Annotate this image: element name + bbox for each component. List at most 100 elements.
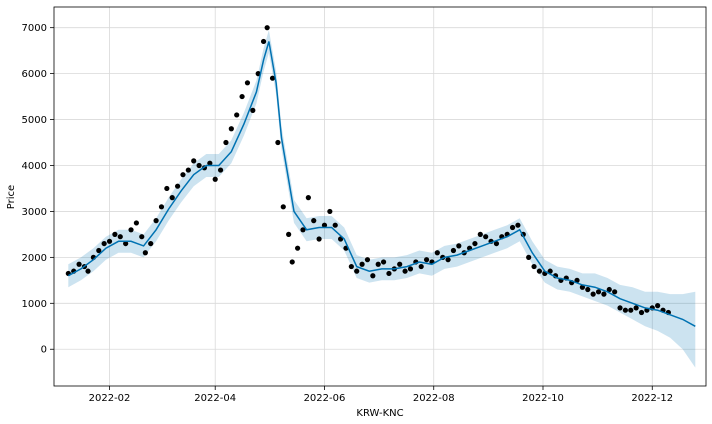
observed-point (531, 263, 537, 270)
observed-point (375, 261, 381, 267)
x-tick-label: 2022-06 (304, 393, 346, 404)
observed-point (207, 160, 213, 166)
y-tick-label: 5000 (22, 115, 47, 126)
observed-point (402, 268, 408, 274)
observed-point (305, 195, 311, 201)
observed-point (638, 309, 645, 316)
observed-point (354, 268, 360, 274)
observed-point (85, 268, 91, 274)
observed-point (515, 222, 521, 228)
observed-point (364, 257, 371, 263)
observed-point (300, 227, 306, 233)
observed-point (289, 259, 295, 265)
observed-point (239, 93, 245, 100)
y-tick-label: 4000 (22, 161, 47, 172)
observed-point (244, 80, 251, 86)
observed-point (117, 234, 123, 240)
observed-point (386, 270, 392, 277)
observed-point (477, 231, 483, 237)
observed-point (280, 204, 286, 210)
observed-point (590, 291, 596, 297)
y-tick-label: 1000 (22, 299, 47, 310)
observed-point (106, 238, 113, 244)
observed-point (332, 222, 338, 228)
observed-point (509, 224, 516, 231)
observed-point (493, 240, 500, 247)
observed-point (445, 257, 451, 263)
y-tick-label: 6000 (22, 69, 47, 80)
x-axis-label: KRW-KNC (356, 408, 403, 419)
observed-point (483, 234, 489, 240)
y-tick-label: 0 (41, 345, 47, 356)
observed-point (223, 139, 229, 146)
observed-point (174, 183, 181, 189)
y-axis-ticks: 0 1000 2000 3000 4000 5000 6000 7000 (22, 23, 54, 356)
observed-point (472, 240, 478, 247)
observed-point (370, 273, 376, 279)
observed-point (234, 112, 240, 118)
observed-point (169, 195, 175, 201)
forecast-line (67, 41, 696, 327)
observed-point (633, 305, 639, 311)
x-tick-label: 2022-08 (413, 393, 455, 404)
observed-point (286, 231, 292, 237)
observed-point (133, 220, 139, 226)
observed-point (585, 286, 591, 293)
observed-point (601, 291, 607, 297)
observed-point (228, 126, 234, 132)
grid-lines (54, 7, 706, 386)
y-tick-label: 2000 (22, 253, 47, 264)
observed-point (423, 257, 430, 263)
x-axis-ticks: 2022-02 2022-04 2022-06 2022-08 2022-10 2022-… (89, 386, 673, 404)
observed-point (101, 240, 107, 247)
observed-point (321, 222, 328, 228)
observed-point (76, 261, 82, 267)
observed-point (348, 263, 354, 270)
observed-point (622, 307, 628, 313)
observed-point (547, 268, 553, 274)
observed-point (526, 254, 532, 260)
x-tick-label: 2022-12 (631, 393, 673, 404)
observed-point (142, 250, 148, 256)
observed-point (295, 245, 301, 251)
observed-point (128, 227, 134, 233)
observed-point (96, 247, 102, 254)
observed-point (418, 263, 424, 270)
observed-point (617, 305, 623, 311)
y-tick-label: 3000 (22, 207, 47, 218)
observed-point (212, 176, 218, 182)
observed-point (434, 250, 440, 256)
observed-point (264, 25, 270, 31)
x-tick-label: 2022-02 (89, 393, 131, 404)
observed-point (579, 284, 586, 290)
observed-point (269, 75, 276, 81)
observed-point (185, 167, 191, 173)
observed-point (327, 208, 333, 215)
observed-point (456, 243, 462, 249)
observed-point (655, 303, 661, 309)
observed-point (311, 218, 317, 224)
observed-point (574, 277, 580, 283)
y-axis-label: Price (6, 185, 17, 209)
observed-point (260, 38, 267, 45)
observed-point (612, 289, 618, 295)
observed-point (148, 240, 154, 247)
observed-point (191, 158, 197, 164)
observed-point (397, 261, 403, 267)
observed-point (112, 231, 118, 237)
y-tick-label: 7000 (22, 23, 47, 34)
observed-point (196, 162, 202, 169)
observed-point (450, 247, 457, 254)
observed-point (359, 261, 365, 267)
observed-point (153, 218, 159, 224)
observed-point (250, 107, 256, 113)
observed-point (316, 236, 322, 242)
observed-point (595, 289, 602, 295)
observed-point (217, 167, 224, 173)
observed-point (275, 139, 281, 146)
observed-point (180, 172, 186, 178)
observed-point (139, 234, 145, 240)
x-tick-label: 2022-04 (194, 393, 236, 404)
observed-point (380, 259, 387, 265)
